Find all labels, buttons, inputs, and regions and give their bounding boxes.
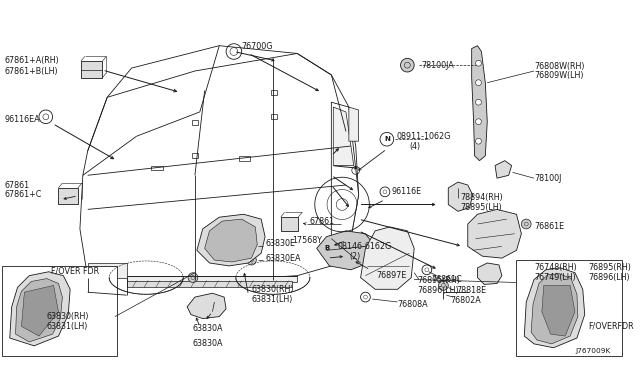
Text: 96116E: 96116E [392,187,422,196]
Polygon shape [187,293,226,318]
Text: 63830(RH): 63830(RH) [47,312,89,321]
Text: 78100J: 78100J [534,174,561,183]
Text: 63830A: 63830A [193,339,223,348]
Text: 67861: 67861 [310,217,335,225]
Bar [239,156,250,161]
Circle shape [246,255,256,265]
Circle shape [522,219,531,229]
Text: 63831(LH): 63831(LH) [252,295,293,304]
Text: 76861E: 76861E [534,222,564,231]
Text: 78100JA: 78100JA [421,61,454,70]
Text: F/OVER FDR: F/OVER FDR [51,266,99,275]
Text: 63831(LH): 63831(LH) [47,322,88,331]
Polygon shape [332,102,358,238]
Text: F/OVERFDR: F/OVERFDR [589,322,634,331]
Text: 67861+A(RH): 67861+A(RH) [5,56,60,65]
Text: 76895(RH): 76895(RH) [589,263,632,272]
Circle shape [438,280,448,290]
Polygon shape [360,227,414,289]
Bar [2,266,117,356]
Text: J767009K: J767009K [575,348,611,354]
Polygon shape [468,209,522,258]
Text: (4): (4) [410,141,420,151]
Circle shape [401,58,414,72]
Text: 76896(LH): 76896(LH) [417,286,459,295]
Polygon shape [80,46,358,279]
Text: (2): (2) [349,252,360,261]
Polygon shape [448,182,473,211]
Text: 76809W(LH): 76809W(LH) [534,71,584,80]
Circle shape [188,273,198,282]
Text: 76808A: 76808A [397,301,428,310]
Polygon shape [127,276,297,282]
Text: 67861+B(LH): 67861+B(LH) [5,67,58,76]
Text: 76861C: 76861C [432,275,463,284]
Circle shape [476,99,481,105]
Polygon shape [197,214,265,266]
Polygon shape [495,161,511,178]
Polygon shape [317,231,375,270]
Polygon shape [21,285,58,336]
Text: B: B [325,246,330,251]
Text: 76808W(RH): 76808W(RH) [534,62,584,71]
Text: 76802A: 76802A [450,295,481,305]
Text: 63830EA: 63830EA [265,254,301,263]
Text: 76749(LH): 76749(LH) [534,273,576,282]
Polygon shape [349,107,358,141]
Circle shape [476,138,481,144]
Polygon shape [477,263,502,285]
Text: 76700G: 76700G [242,42,273,51]
Text: N: N [384,136,390,142]
Polygon shape [472,46,487,161]
Text: 76897E: 76897E [376,271,406,280]
Bar [58,188,78,203]
Polygon shape [10,272,70,346]
Text: 76896(LH): 76896(LH) [589,273,630,282]
Polygon shape [205,219,257,262]
Polygon shape [15,279,62,342]
Bar [281,217,298,231]
Polygon shape [524,268,585,348]
Bar [81,61,102,78]
Bar [192,153,198,158]
Bar [271,114,276,119]
Polygon shape [333,107,354,166]
Text: 08911-1062G: 08911-1062G [397,132,451,141]
Circle shape [476,119,481,125]
Bar [271,90,276,95]
Text: 17568Y: 17568Y [292,236,323,245]
Polygon shape [531,274,578,344]
Circle shape [476,80,481,86]
Text: 67861+C: 67861+C [5,190,42,199]
Circle shape [246,241,256,251]
Text: 76748(RH): 76748(RH) [534,263,577,272]
Circle shape [321,241,334,255]
Polygon shape [127,280,292,287]
Text: 78818E: 78818E [456,286,486,295]
Text: 63830(RH): 63830(RH) [252,285,294,294]
Text: 76895(RH): 76895(RH) [417,276,460,285]
Text: 78894(RH): 78894(RH) [460,193,503,202]
Bar [192,120,198,125]
Circle shape [380,132,394,146]
Polygon shape [88,263,127,278]
Text: 67861: 67861 [5,180,30,189]
Text: 63830A: 63830A [193,324,223,333]
Circle shape [476,60,481,66]
Bar [516,260,621,356]
Polygon shape [542,285,575,336]
Bar [151,166,163,170]
Text: 96116EA: 96116EA [5,115,40,124]
Text: 63830E: 63830E [265,239,295,248]
Text: 08146-6162G: 08146-6162G [337,242,392,251]
Text: 78895(LH): 78895(LH) [460,203,502,212]
